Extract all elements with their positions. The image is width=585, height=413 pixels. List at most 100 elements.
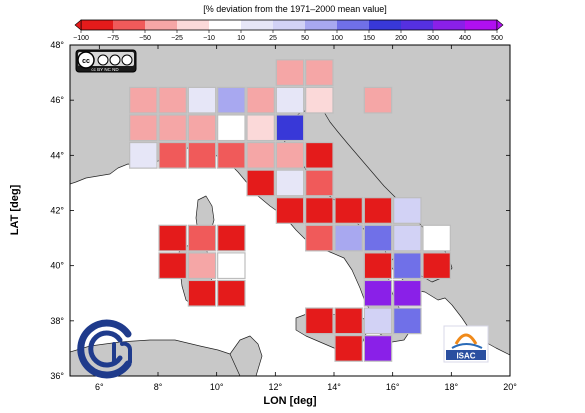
colorbar-tick-label: −50 bbox=[139, 35, 151, 42]
anomaly-cell bbox=[275, 141, 305, 169]
lon-tick-label: 12° bbox=[269, 382, 283, 392]
lat-tick-label: 36° bbox=[50, 371, 64, 381]
map-area bbox=[70, 45, 510, 376]
colorbar-tick-label: 300 bbox=[427, 35, 439, 42]
anomaly-cell bbox=[129, 141, 158, 169]
by-icon bbox=[97, 54, 109, 66]
cc-license-text: cc BY NC ND bbox=[91, 67, 119, 72]
cc-license-logo: cc cc BY NC ND bbox=[75, 49, 137, 73]
anomaly-cell bbox=[275, 169, 305, 197]
anomaly-cell bbox=[305, 307, 334, 335]
anomaly-cell bbox=[363, 307, 393, 335]
lat-tick-label: 38° bbox=[50, 316, 64, 326]
anomaly-cell bbox=[363, 252, 393, 280]
cc-icon bbox=[77, 51, 95, 69]
anomaly-cell bbox=[275, 86, 305, 114]
anomaly-cell bbox=[334, 197, 363, 224]
anomaly-cell bbox=[393, 279, 422, 307]
anomaly-cell bbox=[158, 141, 187, 169]
lon-tick-label: 10° bbox=[210, 382, 224, 392]
anomaly-cell bbox=[158, 114, 187, 142]
colorbar-tick-label: 150 bbox=[363, 35, 375, 42]
anomaly-cell bbox=[158, 224, 187, 252]
colorbar-tick-label: 400 bbox=[459, 35, 471, 42]
svg-text:cc: cc bbox=[82, 58, 90, 65]
anomaly-cell bbox=[393, 224, 422, 252]
anomaly-cell bbox=[217, 114, 246, 142]
anomaly-cell bbox=[305, 86, 334, 114]
isac-logo: ISAC bbox=[443, 325, 489, 363]
colorbar-bin bbox=[465, 20, 498, 30]
anomaly-cell bbox=[363, 197, 393, 224]
colorbar-max-arrow bbox=[496, 19, 504, 31]
nd-icon bbox=[121, 54, 133, 66]
lon-tick-labels: 6° 8° 10° 12° 14° 16° 18° 20° bbox=[95, 382, 517, 392]
anomaly-cell bbox=[363, 224, 393, 252]
colorbar-tick-label: −75 bbox=[107, 35, 119, 42]
colorbar-bin bbox=[337, 20, 370, 30]
map-frame bbox=[69, 44, 511, 377]
lon-tick-label: 18° bbox=[445, 382, 459, 392]
anomaly-cell bbox=[217, 224, 246, 252]
colorbar-tick-label: −10 bbox=[203, 35, 215, 42]
colorbar-bin bbox=[273, 20, 306, 30]
anomaly-cell bbox=[305, 224, 334, 252]
colorbar-title: [% deviation from the 1971–2000 mean val… bbox=[203, 4, 387, 14]
anomaly-cell bbox=[187, 252, 217, 280]
colorbar-tick-label: 500 bbox=[491, 35, 503, 42]
lat-tick-label: 40° bbox=[50, 261, 64, 271]
anomaly-cell bbox=[275, 197, 305, 224]
lon-tick-label: 8° bbox=[154, 382, 163, 392]
y-axis-title: LAT [deg] bbox=[9, 184, 21, 235]
anomaly-cell bbox=[363, 86, 393, 114]
isac-text: ISAC bbox=[456, 352, 475, 361]
colorbar-tick-label: 10 bbox=[237, 35, 245, 42]
lat-tick-label: 44° bbox=[50, 150, 64, 160]
anomaly-cell bbox=[246, 114, 275, 142]
anomaly-cell bbox=[393, 197, 422, 224]
cnr-logo bbox=[77, 319, 132, 379]
anomaly-cell bbox=[246, 141, 275, 169]
lon-tick-label: 14° bbox=[327, 382, 341, 392]
lat-tick-label: 46° bbox=[50, 95, 64, 105]
anomaly-cell bbox=[187, 141, 217, 169]
lon-tick-label: 6° bbox=[95, 382, 104, 392]
colorbar-bin bbox=[209, 20, 242, 30]
colorbar-bin bbox=[369, 20, 402, 30]
anomaly-cell bbox=[363, 335, 393, 362]
anomaly-cell bbox=[275, 114, 305, 142]
anomaly-cell bbox=[305, 169, 334, 197]
anomaly-cell bbox=[334, 335, 363, 362]
colorbar-bin bbox=[145, 20, 178, 30]
colorbar-tick-label: 50 bbox=[301, 35, 309, 42]
lon-tick-label: 20° bbox=[503, 382, 517, 392]
anomaly-cell bbox=[275, 59, 305, 86]
anomaly-cell bbox=[217, 279, 246, 307]
anomaly-cell bbox=[217, 252, 246, 280]
colorbar-bin bbox=[305, 20, 338, 30]
anomaly-cell bbox=[158, 252, 187, 280]
anomaly-cell bbox=[305, 141, 334, 169]
anomaly-cell bbox=[217, 86, 246, 114]
anomaly-cell bbox=[393, 252, 422, 280]
anomaly-cell bbox=[187, 224, 217, 252]
anomaly-cell bbox=[217, 141, 246, 169]
colorbar-min-arrow bbox=[74, 19, 82, 31]
anomaly-cell bbox=[305, 59, 334, 86]
lon-tick-label: 16° bbox=[386, 382, 400, 392]
land-tunisia bbox=[229, 335, 263, 376]
anomaly-cell bbox=[158, 86, 187, 114]
isac-sun-icon bbox=[454, 333, 478, 345]
anomaly-cell bbox=[187, 114, 217, 142]
anomaly-cell bbox=[246, 86, 275, 114]
colorbar-bin bbox=[113, 20, 146, 30]
anomaly-cell bbox=[129, 114, 158, 142]
anomaly-cell bbox=[334, 224, 363, 252]
anomaly-cell bbox=[129, 86, 158, 114]
lat-tick-label: 42° bbox=[50, 206, 64, 216]
anomaly-cell bbox=[422, 224, 451, 252]
colorbar-tick-label: −25 bbox=[171, 35, 183, 42]
anomaly-cell bbox=[187, 86, 217, 114]
anomaly-cell bbox=[363, 279, 393, 307]
lat-tick-labels: 36° 38° 40° 42° 44° 46° 48° bbox=[50, 40, 64, 381]
